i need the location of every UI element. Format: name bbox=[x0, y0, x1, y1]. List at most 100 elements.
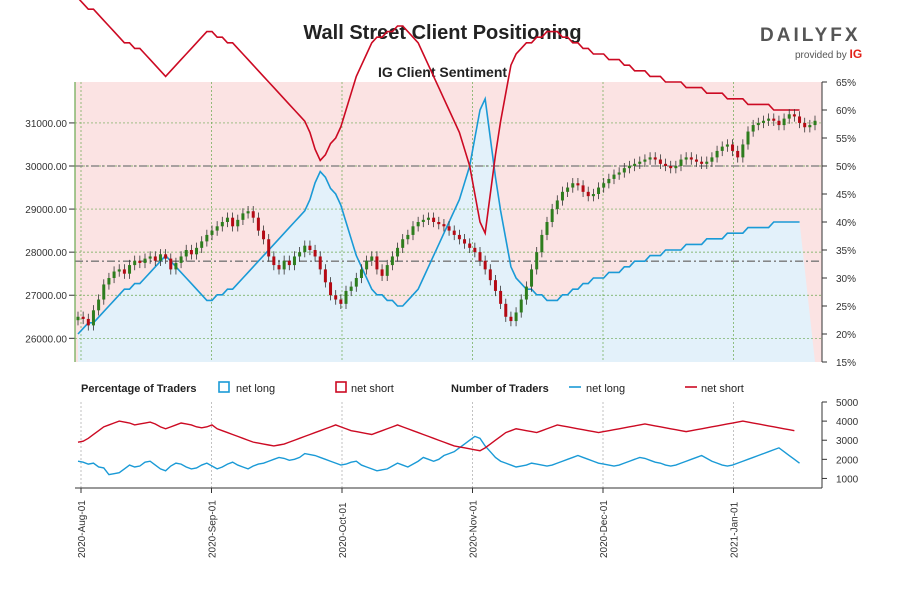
candle-body bbox=[530, 269, 534, 287]
candle-body bbox=[241, 213, 245, 220]
candle-body bbox=[602, 183, 606, 188]
y-left-tick-label: 30000.00 bbox=[25, 162, 67, 173]
candle-body bbox=[225, 217, 229, 222]
candle-body bbox=[97, 299, 101, 311]
x-tick-label: 2020-Nov-01 bbox=[469, 500, 480, 558]
candle-body bbox=[555, 200, 559, 210]
candle-body bbox=[86, 318, 90, 326]
candle-body bbox=[380, 269, 384, 276]
candle-body bbox=[607, 178, 611, 184]
legend-short-swatch bbox=[335, 381, 347, 393]
candle-body bbox=[524, 286, 528, 300]
candle-body bbox=[684, 157, 688, 160]
candle-body bbox=[303, 245, 307, 253]
net-long-pct-line bbox=[77, 95, 800, 335]
x-tick-label: 2020-Oct-01 bbox=[338, 502, 349, 558]
candle-body bbox=[803, 122, 807, 128]
candle-body bbox=[689, 157, 693, 160]
candle-body bbox=[633, 163, 637, 166]
candle-body bbox=[298, 252, 302, 257]
candle-body bbox=[313, 250, 317, 257]
candle-body bbox=[329, 282, 333, 296]
candle-body bbox=[648, 157, 652, 160]
candle-body bbox=[447, 226, 451, 231]
candle-body bbox=[411, 226, 415, 235]
candle-body bbox=[540, 234, 544, 253]
candle-body bbox=[782, 118, 786, 126]
candle-body bbox=[463, 239, 467, 244]
candle-body bbox=[813, 120, 817, 126]
y-right-tick-label: 30% bbox=[836, 274, 856, 285]
candle-body bbox=[179, 256, 183, 263]
candle-body bbox=[591, 194, 595, 197]
candle-body bbox=[256, 217, 260, 231]
candle-body bbox=[195, 247, 199, 255]
candle-body bbox=[365, 260, 369, 270]
candle-body bbox=[694, 159, 698, 162]
candle-body bbox=[566, 187, 570, 192]
candle-body bbox=[442, 224, 446, 227]
candle-body bbox=[287, 260, 291, 266]
x-tick-label: 2020-Aug-01 bbox=[77, 500, 88, 558]
y-lower-tick-label: 5000 bbox=[836, 398, 859, 409]
ig-logo: IG bbox=[849, 47, 863, 61]
candle-body bbox=[483, 260, 487, 270]
candle-body bbox=[664, 163, 668, 166]
candle-body bbox=[643, 159, 647, 162]
candle-body bbox=[700, 161, 704, 164]
candle-body bbox=[205, 234, 209, 242]
candle-body bbox=[174, 262, 178, 270]
legend-long-count-label: net long bbox=[586, 383, 625, 395]
candle-body bbox=[725, 144, 729, 147]
candle-body bbox=[586, 191, 590, 197]
brand-sub-text: provided by bbox=[795, 50, 847, 61]
candle-body bbox=[658, 159, 662, 164]
legend-pct-title: Percentage of Traders bbox=[81, 383, 197, 395]
candle-body bbox=[158, 254, 162, 261]
net-short-count-line bbox=[77, 420, 795, 452]
chart-subtitle: IG Client Sentiment bbox=[377, 64, 508, 80]
y-lower-tick-label: 1000 bbox=[836, 474, 859, 485]
candle-body bbox=[674, 166, 678, 169]
y-left-tick-label: 29000.00 bbox=[25, 205, 67, 216]
legend-num-title: Number of Traders bbox=[451, 383, 549, 395]
legend-long-swatch bbox=[218, 381, 230, 393]
candle-body bbox=[359, 269, 363, 278]
candle-body bbox=[210, 230, 214, 235]
candle-body bbox=[767, 118, 771, 121]
candle-body bbox=[401, 239, 405, 248]
candle-body bbox=[385, 265, 389, 276]
candle-body bbox=[133, 260, 137, 266]
candle-body bbox=[164, 254, 168, 259]
dailyfx-logo: DAILYFX bbox=[760, 25, 861, 46]
y-lower-tick-label: 2000 bbox=[836, 455, 859, 466]
x-tick-label: 2020-Sep-01 bbox=[208, 500, 219, 558]
y-right-tick-label: 40% bbox=[836, 218, 856, 229]
candle-body bbox=[617, 172, 621, 175]
candle-body bbox=[318, 256, 322, 270]
candle-body bbox=[246, 211, 250, 214]
candle-body bbox=[432, 217, 436, 222]
candle-body bbox=[143, 258, 147, 263]
candle-body bbox=[91, 310, 95, 326]
candle-body bbox=[798, 116, 802, 123]
candle-body bbox=[597, 187, 601, 194]
candle-body bbox=[488, 269, 492, 281]
y-right-tick-label: 60% bbox=[836, 106, 856, 117]
candle-body bbox=[581, 185, 585, 192]
candle-body bbox=[416, 222, 420, 227]
candle-body bbox=[560, 191, 564, 201]
candle-body bbox=[612, 174, 616, 179]
candle-body bbox=[457, 234, 461, 240]
candle-body bbox=[354, 278, 358, 287]
net-long-count-line bbox=[77, 435, 800, 476]
y-right-tick-label: 55% bbox=[836, 134, 856, 145]
candle-body bbox=[251, 211, 255, 218]
candle-body bbox=[421, 219, 425, 222]
candle-body bbox=[153, 256, 157, 261]
candle-body bbox=[720, 146, 724, 151]
candle-body bbox=[200, 241, 204, 248]
candle-body bbox=[710, 157, 714, 162]
y-left-tick-label: 31000.00 bbox=[25, 119, 67, 130]
x-tick-label: 2021-Jan-01 bbox=[730, 501, 741, 558]
